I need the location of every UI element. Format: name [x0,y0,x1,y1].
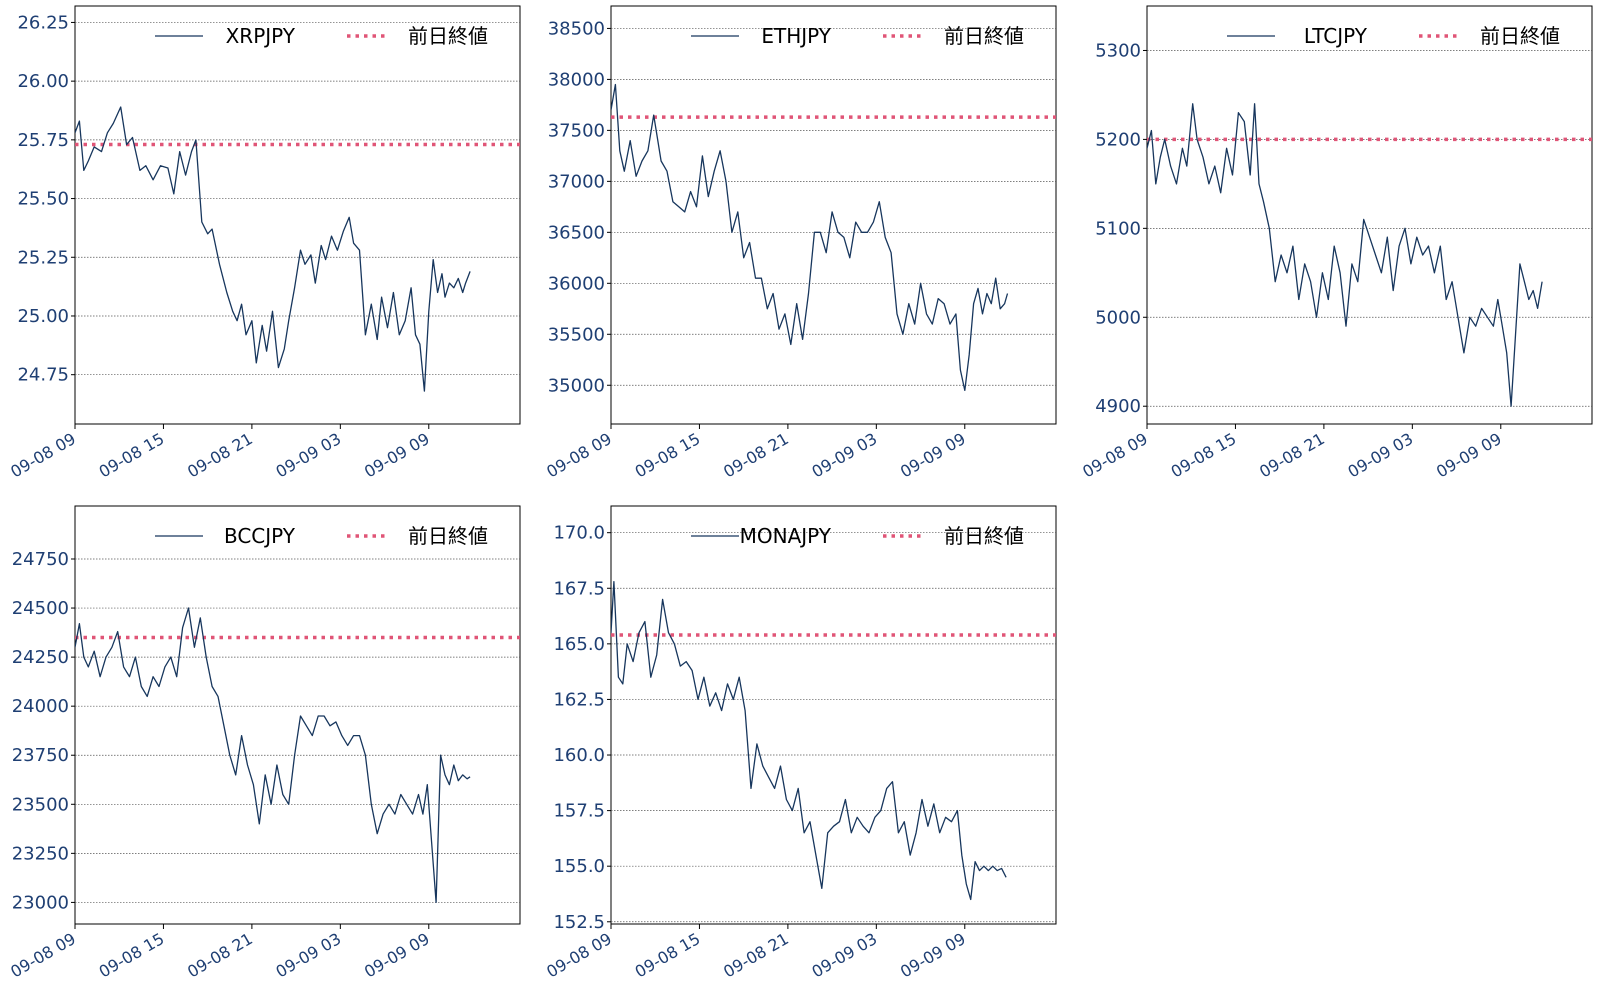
legend-label-prev-close: 前日終値 [944,524,1024,548]
legend-label-price: ETHJPY [761,24,831,48]
x-tick-label: 09-09 03 [273,929,345,981]
legend: ETHJPY 前日終値 [691,24,1024,48]
legend-label-price: LTCJPY [1304,24,1368,48]
y-tick-label: 5200 [1095,129,1141,150]
x-tick-label: 09-08 09 [543,429,615,481]
x-tick-label: 09-08 09 [7,929,79,981]
x-tick-label: 09-09 09 [897,929,969,981]
price-series-line [1147,103,1543,407]
plot-frame [610,505,1057,925]
x-tick-label: 09-08 21 [720,929,792,981]
price-series-line [611,580,1007,901]
plot-frame [74,505,521,925]
y-tick-label: 23250 [12,843,69,864]
legend-label-prev-close: 前日終値 [1480,24,1560,48]
y-tick-label: 157.5 [553,801,605,822]
price-series-line [611,83,1009,392]
x-tick-label: 09-09 09 [361,429,433,481]
x-tick-label: 09-08 21 [720,429,792,481]
y-tick-label: 167.5 [553,578,605,599]
chart-panel-5: 152.5 155.0 157.5 160.0 162.5 165.0 167.5 170.0… [543,505,1057,981]
y-tick-label: 152.5 [553,912,605,933]
x-tick-label: 09-08 21 [184,429,256,481]
x-tick-label: 09-08 09 [543,929,615,981]
chart-panel-4: 23000 23250 23500 23750 24000 24250 24500 24750… [7,505,521,981]
x-tick-label: 09-08 09 [1079,429,1151,481]
y-tick-label: 35000 [548,375,605,396]
y-tick-label: 38500 [548,18,605,39]
x-tick-label: 09-08 15 [1168,429,1240,481]
y-tick-label: 36500 [548,222,605,243]
y-tick-label: 24000 [12,696,69,717]
legend: XRPJPY 前日終値 [155,24,488,48]
x-tick-label: 09-09 09 [361,929,433,981]
y-tick-label: 35500 [548,324,605,345]
plot-frame [74,5,521,425]
legend-label-prev-close: 前日終値 [408,24,488,48]
x-tick-label: 09-09 03 [1345,429,1417,481]
plot-frame [1146,5,1593,425]
x-tick-label: 09-08 21 [184,929,256,981]
x-tick-label: 09-08 09 [7,429,79,481]
legend-label-price: MONAJPY [740,524,832,548]
x-tick-label: 09-09 03 [809,429,881,481]
chart-panel-2: 35000 35500 36000 36500 37000 37500 38000 38500… [543,5,1057,481]
y-tick-label: 4900 [1095,396,1141,417]
chart-panel-1: 24.75 25.00 25.25 25.50 25.75 26.00 26.25 09-08… [7,5,521,481]
y-tick-label: 5100 [1095,218,1141,239]
y-tick-label: 24500 [12,598,69,619]
y-tick-label: 36000 [548,273,605,294]
y-tick-label: 26.25 [17,12,69,33]
x-tick-label: 09-08 15 [632,429,704,481]
y-tick-label: 23000 [12,892,69,913]
y-tick-label: 170.0 [553,523,605,544]
y-tick-label: 162.5 [553,689,605,710]
legend-label-price: XRPJPY [226,24,296,48]
price-series-line [75,607,471,904]
y-tick-label: 24.75 [17,365,69,386]
legend-label-price: BCCJPY [224,524,296,548]
y-tick-label: 5000 [1095,307,1141,328]
price-series-line [75,106,471,392]
y-tick-label: 23750 [12,745,69,766]
y-tick-label: 38000 [548,69,605,90]
y-tick-label: 25.00 [17,306,69,327]
y-tick-label: 25.75 [17,130,69,151]
y-tick-label: 155.0 [553,856,605,877]
legend-label-prev-close: 前日終値 [944,24,1024,48]
y-tick-label: 25.50 [17,189,69,210]
x-tick-label: 09-09 09 [1433,429,1505,481]
x-tick-label: 09-08 15 [96,429,168,481]
y-tick-label: 24750 [12,549,69,570]
y-tick-label: 26.00 [17,71,69,92]
x-tick-label: 09-08 15 [632,929,704,981]
legend: MONAJPY 前日終値 [691,524,1024,548]
x-tick-label: 09-08 15 [96,929,168,981]
legend: LTCJPY 前日終値 [1227,24,1560,48]
y-tick-label: 37500 [548,120,605,141]
x-tick-label: 09-09 03 [273,429,345,481]
y-tick-label: 24250 [12,647,69,668]
y-tick-label: 160.0 [553,745,605,766]
legend: BCCJPY 前日終値 [155,524,488,548]
legend-label-prev-close: 前日終値 [408,524,488,548]
x-tick-label: 09-09 09 [897,429,969,481]
x-tick-label: 09-08 21 [1256,429,1328,481]
chart-panel-3: 4900 5000 5100 5200 5300 09-08 09 09-08 15 09-0… [1079,5,1593,481]
y-tick-label: 5300 [1095,40,1141,61]
y-tick-label: 165.0 [553,634,605,655]
x-tick-label: 09-09 03 [809,929,881,981]
y-tick-label: 37000 [548,171,605,192]
y-tick-label: 25.25 [17,247,69,268]
y-tick-label: 23500 [12,794,69,815]
